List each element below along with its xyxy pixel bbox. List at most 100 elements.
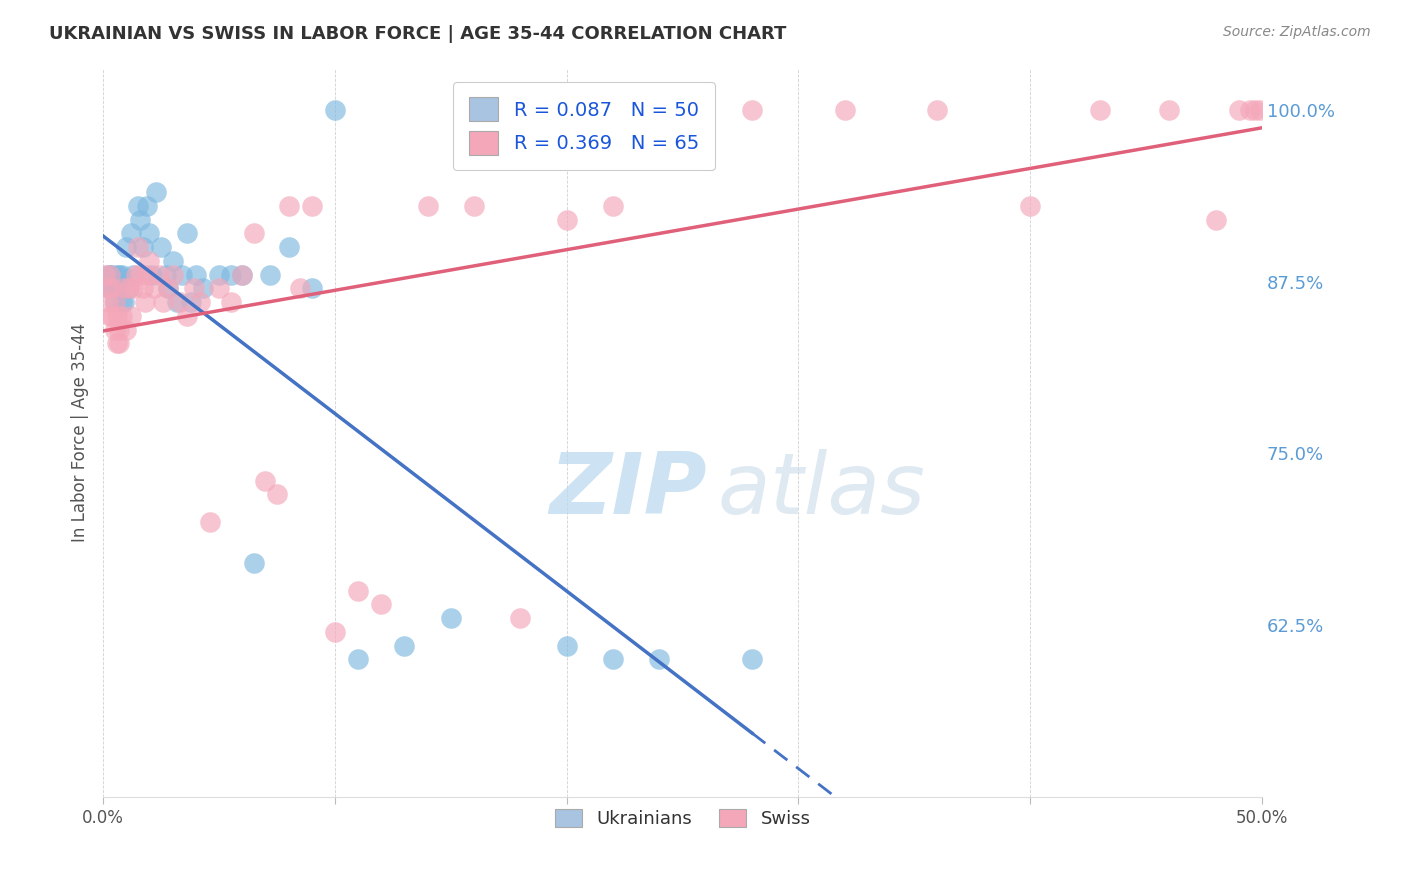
Point xyxy=(648,652,671,666)
Point xyxy=(1019,199,1042,213)
Point xyxy=(347,652,370,666)
Point xyxy=(98,281,121,295)
Point xyxy=(104,323,127,337)
Point xyxy=(105,309,128,323)
Point xyxy=(129,268,152,282)
Point xyxy=(176,227,198,241)
Point xyxy=(131,281,153,295)
Point xyxy=(741,652,763,666)
Point xyxy=(155,268,177,282)
Point xyxy=(141,268,163,282)
Point xyxy=(131,240,153,254)
Point xyxy=(120,227,142,241)
Point xyxy=(602,199,624,213)
Point xyxy=(208,268,231,282)
Point xyxy=(1239,103,1261,117)
Point xyxy=(111,309,134,323)
Point xyxy=(124,268,146,282)
Point xyxy=(97,295,120,310)
Point xyxy=(117,281,139,295)
Point xyxy=(134,295,156,310)
Point xyxy=(1227,103,1250,117)
Point xyxy=(231,268,253,282)
Point xyxy=(347,583,370,598)
Point xyxy=(157,281,180,295)
Point xyxy=(129,212,152,227)
Point xyxy=(117,281,139,295)
Point xyxy=(323,624,346,639)
Point xyxy=(834,103,856,117)
Point xyxy=(166,295,188,310)
Point xyxy=(288,281,311,295)
Text: Source: ZipAtlas.com: Source: ZipAtlas.com xyxy=(1223,25,1371,39)
Y-axis label: In Labor Force | Age 35-44: In Labor Force | Age 35-44 xyxy=(72,323,89,542)
Point xyxy=(323,103,346,117)
Point xyxy=(148,268,170,282)
Point xyxy=(108,323,131,337)
Point xyxy=(254,474,277,488)
Point xyxy=(190,295,212,310)
Point xyxy=(105,268,128,282)
Legend: Ukrainians, Swiss: Ukrainians, Swiss xyxy=(547,801,818,835)
Point xyxy=(266,487,288,501)
Point xyxy=(671,103,693,117)
Point xyxy=(111,268,134,282)
Point xyxy=(112,281,135,295)
Point xyxy=(1205,212,1227,227)
Point xyxy=(176,309,198,323)
Point xyxy=(277,240,299,254)
Point xyxy=(94,268,117,282)
Point xyxy=(170,268,193,282)
Point xyxy=(115,323,138,337)
Point xyxy=(145,185,167,199)
Point xyxy=(370,598,392,612)
Point xyxy=(191,281,214,295)
Point xyxy=(101,281,124,295)
Point xyxy=(101,268,124,282)
Point xyxy=(112,295,135,310)
Point xyxy=(150,240,173,254)
Point xyxy=(98,309,121,323)
Point xyxy=(127,199,149,213)
Point xyxy=(242,227,264,241)
Point xyxy=(162,268,184,282)
Point xyxy=(231,268,253,282)
Point xyxy=(120,309,142,323)
Point xyxy=(115,240,138,254)
Point xyxy=(1249,103,1271,117)
Point xyxy=(555,212,578,227)
Point xyxy=(741,103,763,117)
Point xyxy=(104,281,127,295)
Point xyxy=(169,295,191,310)
Point xyxy=(136,268,159,282)
Point xyxy=(108,336,131,351)
Point xyxy=(162,253,184,268)
Point xyxy=(277,199,299,213)
Point xyxy=(108,281,131,295)
Point xyxy=(416,199,439,213)
Point xyxy=(440,611,463,625)
Point xyxy=(138,253,160,268)
Point xyxy=(180,295,202,310)
Point xyxy=(122,268,145,282)
Point xyxy=(127,240,149,254)
Point xyxy=(97,281,120,295)
Point xyxy=(242,556,264,570)
Point xyxy=(301,199,323,213)
Point xyxy=(219,268,242,282)
Point xyxy=(98,268,121,282)
Point xyxy=(509,611,531,625)
Point xyxy=(122,281,145,295)
Point xyxy=(463,199,485,213)
Point xyxy=(152,295,174,310)
Point xyxy=(927,103,949,117)
Point xyxy=(1159,103,1181,117)
Point xyxy=(184,268,207,282)
Point xyxy=(97,268,120,282)
Point xyxy=(219,295,242,310)
Point xyxy=(394,639,416,653)
Point xyxy=(104,295,127,310)
Point xyxy=(98,268,121,282)
Point xyxy=(157,281,180,295)
Point xyxy=(111,295,134,310)
